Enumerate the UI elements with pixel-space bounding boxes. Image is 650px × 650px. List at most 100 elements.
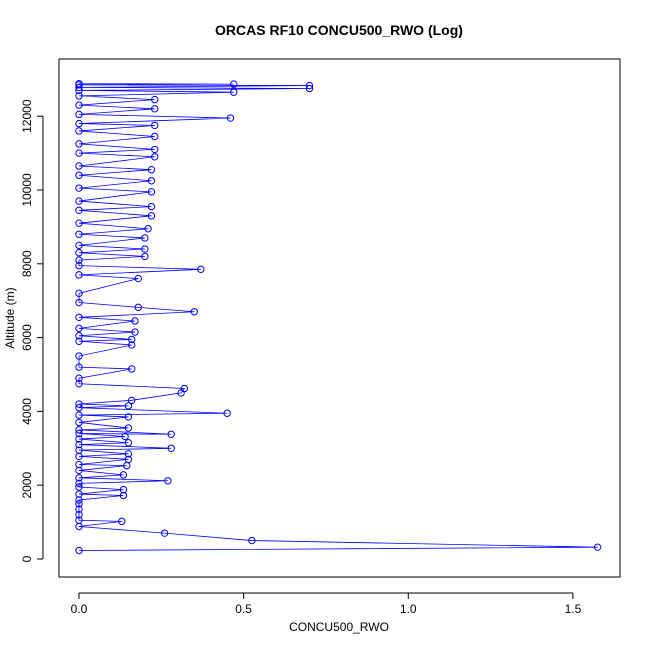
point	[147, 165, 156, 174]
point	[75, 289, 83, 298]
point	[127, 396, 136, 405]
point	[75, 490, 83, 498]
point	[124, 455, 133, 464]
point	[151, 95, 159, 104]
point	[151, 121, 159, 130]
y-tick-label: 0	[20, 555, 34, 562]
point	[167, 444, 175, 452]
point	[147, 177, 156, 185]
point	[75, 149, 83, 157]
point	[75, 483, 83, 491]
x-tick-label: 1.0	[400, 602, 417, 616]
point	[75, 92, 83, 100]
point	[141, 252, 149, 261]
point	[75, 460, 83, 469]
point	[230, 88, 238, 96]
y-tick-label: 8000	[20, 250, 34, 277]
point	[75, 511, 83, 519]
point	[593, 543, 602, 551]
point	[119, 471, 128, 479]
y-tick-label: 4000	[20, 398, 34, 425]
point	[223, 409, 231, 417]
x-axis-label: CONCU500_RWO	[289, 620, 389, 634]
y-tick-label: 6000	[20, 324, 34, 351]
y-tick-label: 2000	[20, 472, 34, 499]
point	[144, 225, 152, 233]
point	[75, 332, 83, 340]
point	[75, 516, 83, 524]
point	[134, 274, 142, 283]
plot-frame	[58, 58, 621, 578]
point	[151, 153, 159, 161]
point	[230, 80, 238, 88]
point	[305, 84, 314, 93]
point	[160, 529, 169, 537]
point	[75, 140, 83, 148]
point	[75, 206, 83, 214]
point	[75, 400, 83, 408]
point	[75, 127, 83, 135]
point	[131, 328, 139, 336]
point	[118, 517, 126, 526]
point	[75, 337, 83, 345]
point	[75, 197, 83, 205]
y-tick-label: 10000	[20, 173, 34, 207]
y-axis-label: Altitude (m)	[3, 287, 17, 348]
point	[75, 404, 83, 412]
point	[75, 171, 83, 179]
point	[75, 429, 83, 438]
point	[75, 219, 83, 227]
series-line	[78, 83, 598, 551]
point	[124, 439, 133, 447]
point	[75, 324, 83, 333]
point	[141, 234, 149, 242]
point	[75, 230, 83, 238]
point	[180, 384, 189, 393]
point	[75, 363, 83, 371]
x-tick-label: 0.5	[235, 602, 252, 616]
point	[127, 341, 136, 349]
point	[75, 426, 83, 434]
point	[75, 298, 83, 307]
point	[75, 418, 83, 427]
point	[75, 83, 83, 92]
point	[147, 212, 156, 220]
point	[226, 114, 235, 122]
point	[151, 145, 159, 154]
point	[75, 352, 83, 360]
point	[141, 245, 149, 253]
point	[75, 546, 83, 555]
point	[75, 380, 83, 388]
point	[121, 432, 129, 441]
point	[75, 162, 83, 170]
point	[75, 249, 83, 257]
chart-title: ORCAS RF10 CONCU500_RWO (Log)	[215, 22, 463, 38]
point	[75, 110, 83, 119]
point	[75, 374, 83, 382]
point	[124, 413, 133, 421]
point	[75, 184, 83, 192]
y-tick-label: 12000	[20, 99, 34, 133]
point	[119, 485, 128, 494]
point	[75, 256, 83, 264]
point	[75, 440, 83, 449]
point	[75, 474, 83, 482]
point	[151, 132, 159, 141]
point	[75, 435, 83, 443]
point	[124, 402, 133, 410]
point	[75, 80, 83, 88]
point	[197, 265, 205, 274]
point	[305, 81, 314, 90]
point	[75, 271, 83, 279]
point	[147, 202, 156, 211]
point	[127, 335, 136, 344]
point	[147, 188, 156, 196]
point	[190, 308, 198, 316]
point	[75, 101, 83, 109]
point	[151, 105, 159, 113]
point	[127, 365, 136, 373]
point	[248, 536, 256, 545]
x-tick-label: 0.0	[71, 602, 88, 616]
point	[124, 450, 133, 458]
